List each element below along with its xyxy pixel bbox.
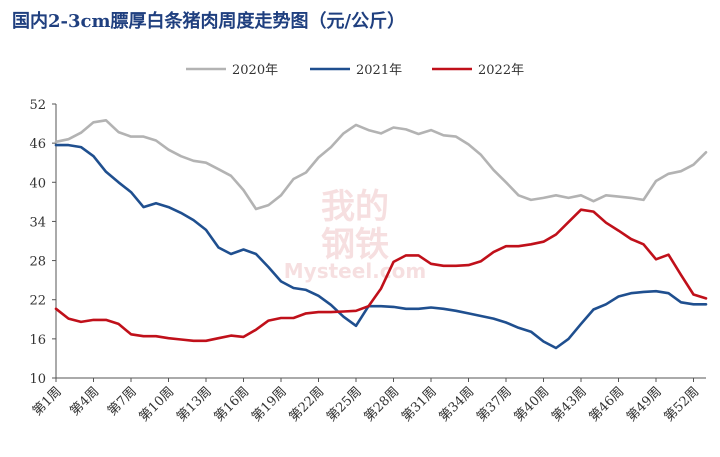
x-tick-label: 第37周 — [474, 384, 515, 425]
series-line-2 — [54, 143, 708, 350]
y-tick-label: 34 — [29, 215, 46, 230]
axes — [55, 104, 706, 379]
y-tick-label: 16 — [29, 333, 46, 348]
watermark-line3: Mysteel.com — [284, 259, 426, 283]
legend-label-1: 2020年 — [232, 63, 278, 78]
y-tick-label: 22 — [29, 294, 46, 309]
series-group — [54, 119, 708, 350]
x-tick-label: 第34周 — [437, 384, 478, 425]
series-line-1 — [54, 119, 708, 211]
y-tick-label: 46 — [29, 137, 46, 152]
x-tick-label: 第19周 — [249, 384, 290, 425]
x-tick-label: 第4周 — [67, 384, 102, 419]
x-tick-label: 第16周 — [212, 384, 253, 425]
y-axis-ticks: 10 16 22 28 34 40 46 52 — [29, 98, 56, 387]
y-tick-label: 52 — [29, 98, 46, 113]
legend: 2020年 2021年 2022年 — [186, 63, 524, 78]
x-tick-label: 第25周 — [324, 384, 365, 425]
x-tick-label: 第10周 — [137, 384, 178, 425]
x-tick-label: 第13周 — [174, 384, 215, 425]
series-line-3 — [54, 208, 708, 343]
y-tick-label: 40 — [29, 176, 46, 191]
x-tick-label: 第7周 — [105, 384, 140, 419]
chart-title: 国内2-3cm膘厚白条猪肉周度走势图（元/公斤） — [12, 10, 405, 32]
x-tick-label: 第28周 — [362, 384, 403, 425]
y-tick-label: 10 — [29, 372, 46, 387]
x-tick-label: 第31周 — [399, 384, 440, 425]
x-tick-label: 第1周 — [30, 384, 65, 419]
watermark-line1: 我的 — [321, 187, 389, 227]
legend-label-3: 2022年 — [478, 63, 524, 78]
x-tick-label: 第46周 — [587, 384, 628, 425]
x-tick-label: 第40周 — [512, 384, 553, 425]
y-tick-label: 28 — [29, 255, 46, 270]
x-tick-label: 第49周 — [624, 384, 665, 425]
x-axis-ticks: 第1周 第4周 第7周第10周第13周第16周第19周第22周第25周第28周第31… — [30, 378, 702, 425]
x-tick-label: 第43周 — [549, 384, 590, 425]
x-tick-label: 第22周 — [287, 384, 328, 425]
watermark: 我的 钢铁 Mysteel.com — [284, 187, 426, 283]
x-tick-label: 第52周 — [662, 384, 703, 425]
watermark-line2: 钢铁 — [321, 225, 389, 265]
legend-label-2: 2021年 — [356, 63, 402, 78]
